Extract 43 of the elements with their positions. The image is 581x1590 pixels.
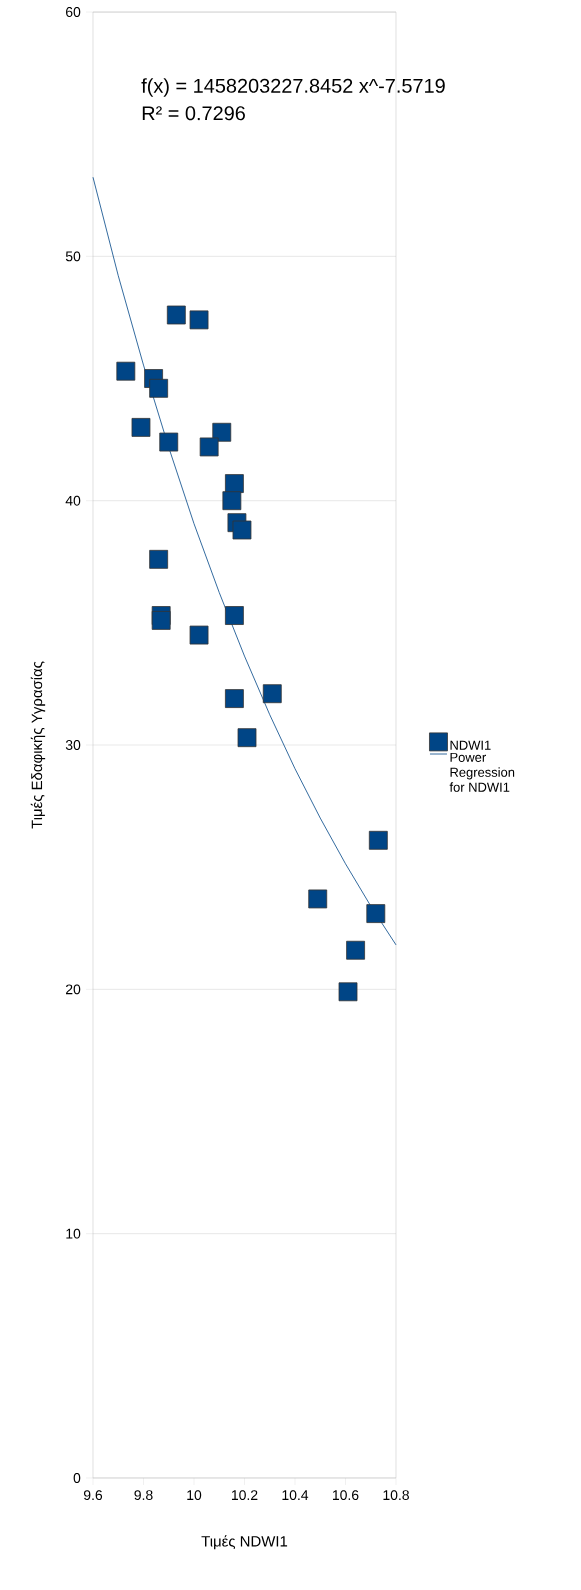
point [199, 437, 219, 457]
point [116, 361, 136, 381]
y-tick-label: 0 [73, 1473, 81, 1483]
x-tick-label: 10.2 [231, 1490, 258, 1501]
point [189, 310, 209, 330]
x-tick-label: 10.6 [332, 1490, 359, 1501]
point [232, 520, 252, 540]
x-tick-label: 9.8 [134, 1490, 153, 1501]
point [338, 982, 358, 1002]
line-series [92, 176, 397, 946]
x-tick-label: 10.4 [282, 1490, 309, 1501]
y-axis-title: Τιμές Εδαφικής Υγρασίας [30, 661, 46, 829]
legend-label: NDWI1 [450, 740, 491, 750]
y-tick-label: 30 [65, 740, 81, 750]
point [151, 611, 171, 630]
point [225, 606, 244, 625]
annotation: R² = 0.7296 [142, 106, 245, 121]
point [346, 940, 365, 960]
y-tick-label: 20 [66, 984, 81, 995]
point [212, 422, 232, 442]
x-tick-label: 9.6 [83, 1490, 103, 1501]
y-tick-label: 40 [65, 495, 81, 506]
point [366, 904, 386, 923]
point [166, 305, 186, 325]
annotation: f(x) = 1458203227.8452 x^-7.5719 [141, 78, 445, 97]
point [189, 625, 209, 645]
y-tick-label: 50 [65, 251, 81, 262]
y-tick-label: 10 [66, 1228, 81, 1239]
point [308, 889, 328, 909]
point [262, 684, 282, 704]
point [222, 491, 242, 511]
y-tick-label: 60 [66, 7, 81, 17]
point [149, 378, 169, 398]
x-axis-title: Τιμές NDWI1 [201, 1535, 288, 1550]
point [368, 830, 388, 850]
point [225, 689, 244, 708]
x-tick-label: 10.8 [383, 1490, 409, 1501]
point [237, 728, 257, 748]
point [149, 549, 169, 569]
legend-label: Power Regression for NDWI1 [449, 752, 515, 792]
x-tick-label: 10 [187, 1490, 202, 1501]
point [159, 432, 179, 452]
point [131, 417, 151, 437]
